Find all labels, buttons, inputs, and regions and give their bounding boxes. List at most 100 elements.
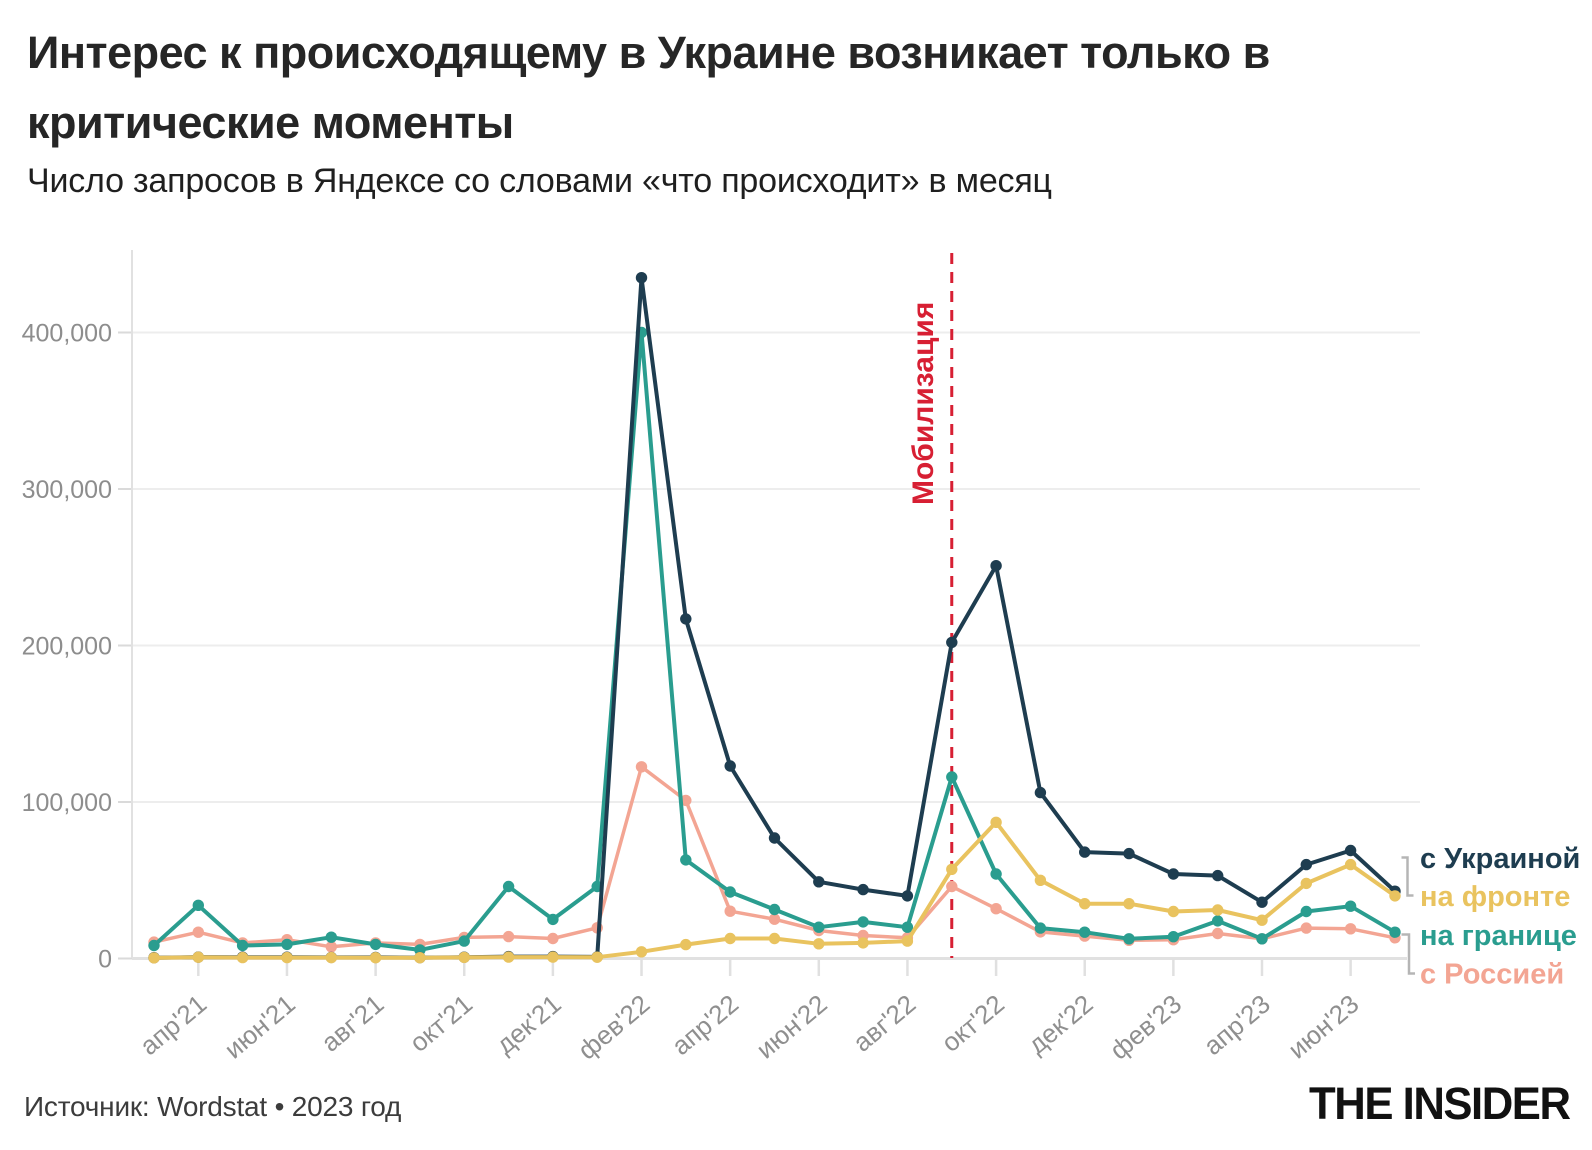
data-point [502,930,515,943]
data-point [768,903,781,916]
data-point [1123,898,1135,910]
x-tick-label: окт'22 [936,989,1010,1058]
page-title: Интерес к происходящему в Украине возник… [27,18,1270,158]
data-point [1167,931,1180,943]
data-point [414,952,426,964]
data-point [724,905,736,917]
data-point [724,760,736,772]
data-point [1034,874,1047,886]
data-point [1079,898,1091,910]
data-point [635,946,648,958]
x-tick-label: июн'22 [750,989,832,1065]
data-point [325,931,337,943]
data-point [1123,933,1135,945]
data-point [680,613,692,625]
data-point [857,937,869,949]
data-point [635,272,648,284]
data-point [1256,896,1268,908]
legend-label-2: на границе [1420,920,1577,952]
data-point [236,939,249,952]
data-point [680,854,692,866]
data-point [1167,868,1180,880]
data-point [813,921,825,933]
data-point [857,883,869,896]
data-point [768,832,781,844]
data-point [192,899,204,911]
data-point [1389,926,1401,938]
data-point [813,876,825,888]
data-point [547,913,559,926]
data-point [946,880,958,893]
data-point [148,939,160,952]
data-point [1389,890,1401,902]
data-point [946,771,958,783]
data-point [192,926,204,938]
data-point [1344,858,1357,871]
data-point [857,916,869,928]
data-point [680,938,692,951]
data-point [1212,927,1224,940]
y-tick-label: 100,000 [22,789,112,817]
data-point [1212,869,1224,882]
data-point [236,951,249,964]
data-point [591,951,603,963]
data-point [901,921,914,933]
data-point [547,932,559,945]
data-point [502,951,515,963]
legend-bracket-top [1401,856,1414,897]
x-tick-label: июн'21 [219,989,301,1065]
data-point [768,932,781,945]
data-point [1256,933,1268,945]
data-point [1300,877,1313,890]
data-point [325,951,337,964]
x-tick-label: фев'23 [1104,989,1187,1066]
chart-subtitle: Число запросов в Яндексе со словами «что… [27,162,1052,200]
data-point [1344,844,1357,857]
data-point [990,816,1002,828]
series-line-0 [152,275,1397,960]
data-point [901,890,914,902]
data-point [990,560,1002,572]
data-point [1300,905,1313,918]
data-point [724,886,736,898]
data-point [281,938,293,951]
data-point [547,951,559,963]
x-tick-label: апр'23 [1198,989,1276,1061]
data-point [148,952,160,964]
data-point [813,938,825,950]
data-point [369,938,382,951]
data-point [946,636,958,649]
page-title-line2: критические моменты [27,97,514,148]
data-point [1034,786,1047,799]
data-point [990,903,1002,915]
brand-logo: THE INSIDER [1309,1078,1572,1129]
series-line-2 [152,330,1397,952]
data-point [1079,926,1091,938]
data-point [325,941,337,953]
y-tick-label: 200,000 [22,633,112,661]
x-tick-label: фев'22 [572,989,655,1066]
x-tick-label: июн'23 [1282,989,1364,1065]
data-point [635,761,648,773]
y-tick-label: 0 [98,946,112,974]
y-tick-label: 300,000 [22,476,112,504]
data-point [946,863,958,875]
x-tick-label: апр'21 [134,989,212,1061]
source-note: Источник: Wordstat • 2023 год [24,1091,402,1122]
data-point [901,935,914,947]
x-tick-label: авг'22 [847,989,921,1058]
data-point [458,951,470,964]
x-tick-label: дек'21 [490,989,567,1060]
data-point [768,913,781,925]
data-point [192,951,204,963]
data-point [281,951,293,964]
legend-label-3: с Россией [1420,959,1564,991]
data-point [1167,905,1180,918]
x-tick-label: дек'22 [1022,989,1099,1060]
data-point [1300,858,1313,871]
data-point [502,880,515,893]
data-point [1034,922,1047,934]
data-point [1344,900,1357,912]
legend-label-1: на фронте [1420,881,1570,913]
page-title-line1: Интерес к происходящему в Украине возник… [27,27,1270,78]
